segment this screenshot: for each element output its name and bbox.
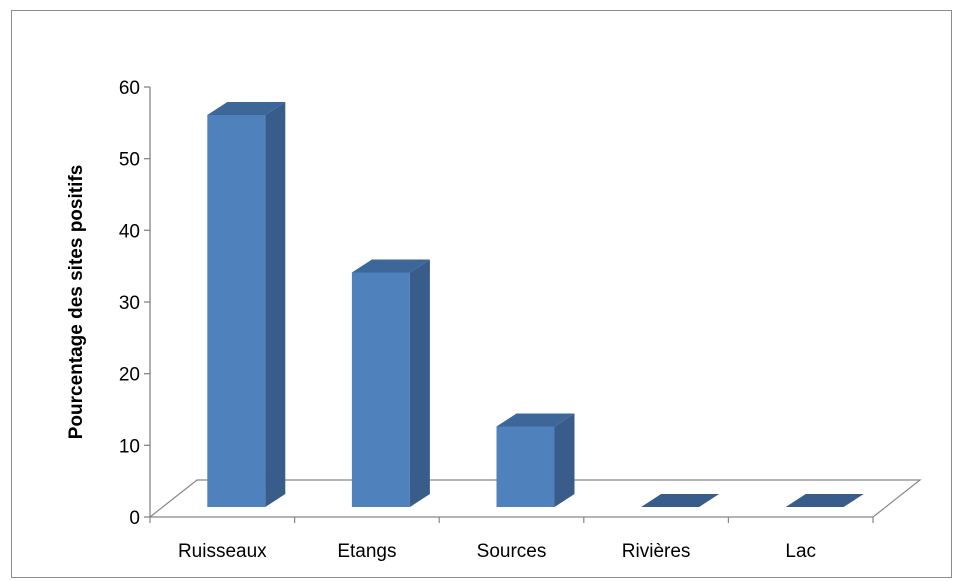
bar-top [785, 494, 864, 507]
y-tick-label: 50 [119, 150, 140, 171]
bar-top [496, 413, 575, 427]
y-tick-label: 40 [119, 221, 140, 242]
y-tick-label: 60 [119, 78, 140, 99]
bar-front [496, 426, 555, 507]
bar-top [641, 494, 720, 507]
floor-plane [148, 479, 922, 518]
bar-side [554, 413, 575, 507]
x-category-label: Sources [477, 541, 547, 562]
bar-side [265, 102, 286, 507]
bars [207, 102, 864, 507]
bar-front [207, 115, 266, 507]
y-axis-title: Pourcentage des sites positifs [66, 165, 87, 440]
x-category-label: Ruisseaux [178, 541, 267, 562]
chart-frame [11, 10, 952, 578]
bar-side [409, 259, 430, 507]
x-category-label: Etangs [337, 541, 396, 562]
labels: 0 10 20 30 40 50 60 Ruisseaux Etangs Sources Riviè… [119, 78, 816, 562]
y-tick-label: 10 [119, 436, 140, 457]
x-category-label: Lac [785, 541, 816, 562]
y-tick-label: 20 [119, 365, 140, 386]
bar-front [351, 272, 410, 507]
chart-floor [148, 479, 922, 518]
axes [144, 86, 874, 523]
y-tick-label: 30 [119, 293, 140, 314]
y-tick-label: 0 [129, 508, 140, 529]
bar-top [351, 259, 430, 273]
x-category-label: Rivières [622, 541, 691, 562]
bar-top [207, 102, 286, 115]
